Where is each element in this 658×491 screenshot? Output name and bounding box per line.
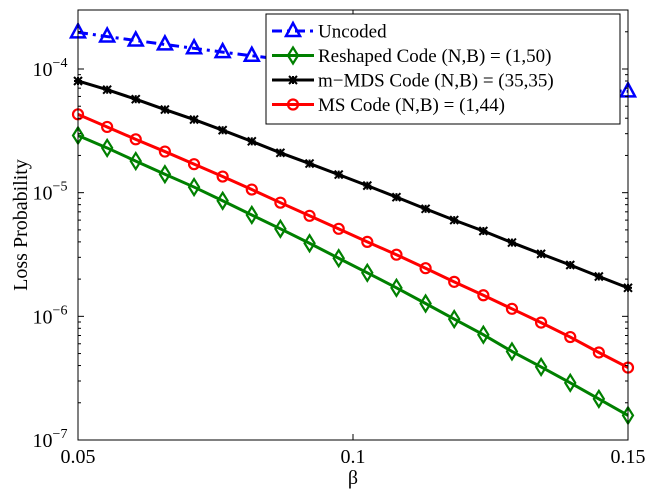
data-point <box>304 158 315 169</box>
data-point <box>333 169 344 180</box>
x-tick-label: 0.05 <box>61 446 96 468</box>
x-tick-label: 0.15 <box>611 446 646 468</box>
y-tick-exponent: −6 <box>53 303 68 318</box>
data-point <box>155 33 174 51</box>
data-point <box>477 324 490 345</box>
legend-label: m−MDS Code (N,B) = (35,35) <box>318 71 554 92</box>
data-point <box>187 158 201 171</box>
y-tick-exponent: −5 <box>53 180 68 195</box>
data-point <box>505 341 519 362</box>
data-point <box>275 148 286 158</box>
data-point <box>447 309 461 330</box>
data-point <box>160 104 170 115</box>
series-3 <box>71 108 635 374</box>
data-point <box>449 215 459 225</box>
data-point <box>448 275 461 288</box>
data-point <box>98 25 117 43</box>
data-point <box>131 94 141 104</box>
data-point <box>419 293 432 314</box>
legend-box <box>265 13 621 125</box>
data-point <box>534 356 548 377</box>
data-point <box>245 183 258 196</box>
y-tick-exponent: −4 <box>53 56 68 71</box>
data-point <box>420 204 431 214</box>
data-point <box>361 235 374 248</box>
data-point <box>563 372 577 393</box>
data-point <box>184 37 204 55</box>
legend-item: MS Code (N,B) = (1,44) <box>272 95 505 116</box>
data-point <box>477 289 490 302</box>
x-axis-label: β <box>348 467 358 489</box>
legend-marker <box>286 98 300 111</box>
data-point <box>102 85 112 95</box>
data-point <box>216 170 229 183</box>
data-point <box>361 262 374 283</box>
data-point <box>478 226 489 236</box>
data-point <box>505 302 519 315</box>
legend-marker <box>286 45 300 66</box>
data-point <box>332 222 345 235</box>
data-point <box>187 176 201 198</box>
data-point <box>189 114 199 125</box>
data-point <box>217 125 228 135</box>
data-point <box>247 136 257 147</box>
y-axis-label: Loss Probability <box>10 159 32 291</box>
y-tick-label: 10−7 <box>33 427 68 452</box>
data-point <box>592 346 605 359</box>
y-tick-base: 10 <box>33 59 53 81</box>
legend-marker <box>288 75 298 85</box>
legend-label: Uncoded <box>318 22 387 43</box>
data-point <box>158 145 171 158</box>
data-point <box>419 262 432 275</box>
data-point <box>362 180 373 191</box>
legend-label: Reshaped Code (N,B) = (1,50) <box>318 46 551 67</box>
data-point <box>536 249 546 259</box>
legend-marker <box>283 20 303 38</box>
legend-item: m−MDS Code (N,B) = (35,35) <box>272 71 554 92</box>
data-point <box>565 260 575 270</box>
y-tick-base: 10 <box>33 183 53 205</box>
data-point <box>242 45 261 62</box>
data-point <box>158 164 172 185</box>
y-tick-exponent: −7 <box>53 427 68 442</box>
y-tick-base: 10 <box>33 430 53 452</box>
data-point <box>390 277 403 298</box>
data-point <box>101 120 114 134</box>
data-point <box>126 29 145 47</box>
data-point <box>592 388 606 409</box>
data-point <box>129 151 143 172</box>
data-point <box>274 218 287 239</box>
data-point <box>303 209 316 222</box>
data-point <box>274 196 287 209</box>
x-tick-label: 0.1 <box>341 446 366 468</box>
data-point <box>100 137 114 159</box>
data-point <box>129 133 142 146</box>
data-point <box>564 330 577 344</box>
legend-item: Uncoded <box>272 20 387 43</box>
data-point <box>216 190 229 211</box>
y-tick-label: 10−4 <box>33 56 68 81</box>
series-line <box>77 79 629 290</box>
data-point <box>391 192 402 202</box>
data-point <box>534 316 548 329</box>
data-point <box>245 204 259 226</box>
y-tick-base: 10 <box>33 306 53 328</box>
legend-item: Reshaped Code (N,B) = (1,50) <box>272 45 551 67</box>
series-line <box>77 134 629 417</box>
data-point <box>594 271 604 282</box>
y-tick-label: 10−5 <box>33 180 68 205</box>
series-1 <box>71 125 635 426</box>
data-point <box>303 233 316 254</box>
legend: Uncoded Reshaped Code (N,B) = (1,50) m−MDS… <box>265 13 621 125</box>
legend-label: MS Code (N,B) = (1,44) <box>318 95 505 116</box>
data-point <box>507 237 517 248</box>
data-point <box>213 41 232 59</box>
data-point <box>332 248 345 269</box>
y-tick-label: 10−6 <box>33 303 68 328</box>
data-point <box>390 248 403 261</box>
